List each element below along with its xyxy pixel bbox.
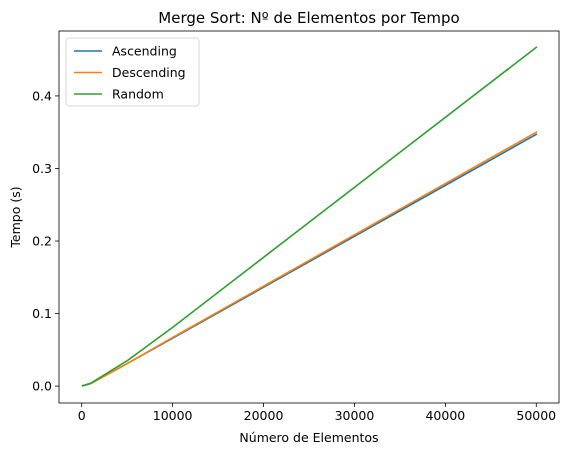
x-axis: 0 10000 20000 30000 40000 50000	[78, 403, 556, 423]
y-tick-label: 0.1	[32, 306, 52, 321]
y-axis-label: Tempo (s)	[8, 186, 23, 248]
legend-label-ascending: Ascending	[112, 44, 177, 59]
legend: Ascending Descending Random	[65, 37, 200, 107]
legend-label-random: Random	[112, 87, 164, 102]
legend-box	[65, 37, 200, 107]
y-axis: 0.0 0.1 0.2 0.3 0.4	[32, 88, 59, 394]
x-tick-label: 30000	[335, 408, 375, 423]
x-tick-label: 10000	[153, 408, 193, 423]
series-layer	[81, 46, 538, 387]
y-tick-label: 0.3	[32, 161, 52, 176]
x-axis-label: Número de Elementos	[239, 430, 378, 445]
legend-label-descending: Descending	[112, 65, 186, 80]
x-tick-label: 0	[78, 408, 86, 423]
series-line-random	[81, 46, 538, 387]
x-tick-label: 20000	[244, 408, 284, 423]
plot-frame	[58, 30, 560, 404]
x-tick-label: 50000	[516, 408, 556, 423]
x-tick-label: 40000	[425, 408, 465, 423]
y-tick-label: 0.4	[32, 88, 52, 103]
y-tick-label: 0.0	[32, 379, 52, 394]
y-tick-label: 0.2	[32, 234, 52, 249]
chart-title: Merge Sort: Nº de Elementos por Tempo	[158, 9, 459, 27]
